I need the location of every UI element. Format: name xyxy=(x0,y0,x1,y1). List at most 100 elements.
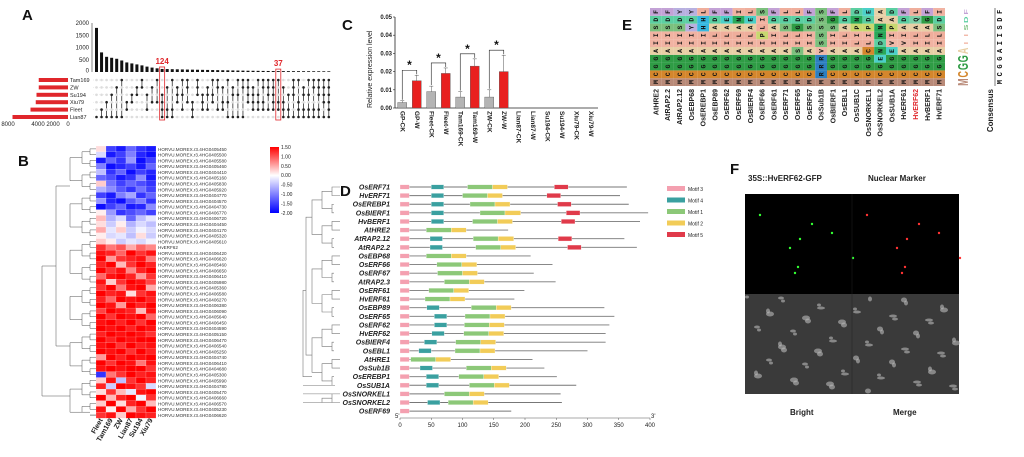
residue-letter: G xyxy=(830,18,837,22)
residue-letter: A xyxy=(724,25,731,29)
intersection-bar xyxy=(95,27,98,72)
matrix-dot xyxy=(221,78,225,82)
nuclear-signal xyxy=(900,271,904,275)
residue-cell xyxy=(933,54,945,63)
motif-box xyxy=(410,356,436,362)
heatmap-cell xyxy=(115,255,127,263)
colorbar-tick-label: -1.00 xyxy=(281,192,293,198)
cell-texture xyxy=(877,373,881,377)
residue-cell xyxy=(791,31,804,40)
matrix-dot xyxy=(145,86,149,89)
gene-name: OsERF65 xyxy=(359,314,390,321)
residue-letter: G xyxy=(759,57,766,61)
residue-letter: M xyxy=(724,80,731,84)
gene-label: HORVU.MOREX.r3.4HG0406580 xyxy=(158,291,227,296)
residue-letter: L xyxy=(854,41,861,45)
heatmap-cell xyxy=(95,296,107,303)
residue-cell xyxy=(791,8,804,16)
matrix-dot xyxy=(287,93,290,97)
highlight-gene-name: HvERF62 xyxy=(359,331,390,338)
residue-cell xyxy=(779,15,792,24)
residue-letter: L xyxy=(842,33,849,37)
matrix-dot xyxy=(307,86,310,89)
matrix-dot xyxy=(140,78,144,82)
motif-box xyxy=(455,339,481,345)
motif-box xyxy=(451,253,467,259)
intersection-bar xyxy=(115,58,119,72)
residue-letter: M xyxy=(712,80,719,84)
residue-cell xyxy=(673,47,686,55)
sequence-name: AtHRE2 xyxy=(653,89,660,115)
gfp-signal xyxy=(796,265,800,269)
heatmap-cell xyxy=(135,232,147,239)
heatmap-cell xyxy=(95,388,107,396)
residue-letter: G xyxy=(889,64,896,68)
heatmap-cell xyxy=(125,145,137,153)
heatmap-cell xyxy=(105,319,117,326)
motif-box xyxy=(399,201,410,207)
residue-cell xyxy=(921,15,934,24)
heatmap-cell xyxy=(105,336,117,344)
gene-label: HORVU.MOREX.r3.4HG0406420 xyxy=(158,251,227,256)
residue-cell xyxy=(909,31,922,40)
gene-label: HORVU.MOREX.r3.4HG0404730 xyxy=(158,205,227,210)
residue-letter: M xyxy=(901,80,908,84)
sequence-name: OsSub1B xyxy=(819,89,826,121)
residue-cell xyxy=(850,8,863,16)
matrix-dot xyxy=(312,86,315,89)
residue-letter: F xyxy=(653,10,660,14)
heatmap-cell xyxy=(135,360,147,367)
gene-name: HvBERF1 xyxy=(358,219,390,226)
gene-label: HORVU.MOREX.r3.4HG0404740 xyxy=(158,355,227,360)
matrix-dot xyxy=(292,115,295,119)
sequence-name: OsSNORKEL1 xyxy=(866,89,873,137)
residue-cell xyxy=(673,78,686,86)
heatmap-cell xyxy=(125,151,137,158)
residue-cell xyxy=(838,78,851,86)
matrix-dot xyxy=(115,78,118,82)
residue-cell xyxy=(650,23,662,32)
residue-letter: L xyxy=(712,33,719,37)
matrix-dot xyxy=(176,100,179,104)
x-tick-label: GP-CK xyxy=(398,111,405,132)
matrix-dot xyxy=(196,108,199,111)
motif-box xyxy=(399,227,410,233)
residue-cell xyxy=(732,78,745,86)
residue-letter: A xyxy=(901,49,908,53)
matrix-dot xyxy=(165,100,169,104)
residue-cell xyxy=(933,39,945,47)
residue-letter: G xyxy=(712,57,719,61)
heatmap-cell xyxy=(135,209,147,216)
residue-letter: I xyxy=(913,41,920,45)
motif-box xyxy=(431,184,444,190)
matrix-dot xyxy=(201,100,204,104)
residue-cell xyxy=(720,47,733,55)
residue-letter: G xyxy=(842,64,849,68)
matrix-dot xyxy=(307,108,310,111)
heatmap-cell xyxy=(95,354,107,361)
heatmap-cell xyxy=(145,279,157,286)
residue-cell xyxy=(661,47,674,55)
residue-letter: I xyxy=(936,41,943,45)
heatmap-cell xyxy=(95,383,107,390)
set-name: Tam169 xyxy=(70,78,90,84)
heatmap-cell xyxy=(115,319,127,326)
matrix-dot xyxy=(125,100,129,104)
heatmap-cell xyxy=(145,180,157,187)
residue-cell xyxy=(886,47,898,55)
heatmap-cell xyxy=(125,331,137,338)
residue-cell xyxy=(815,47,827,55)
colorbar-tick-label: 0.00 xyxy=(281,173,291,179)
residue-letter: D xyxy=(877,41,884,45)
matrix-dot xyxy=(246,100,250,104)
residue-letter: C xyxy=(877,72,884,76)
sequence-name: OsSNORKEL2 xyxy=(878,89,885,137)
motif-box xyxy=(475,244,501,250)
matrix-dot xyxy=(221,108,225,111)
residue-letter: G xyxy=(700,64,707,68)
matrix-dot xyxy=(115,93,118,97)
matrix-dot xyxy=(266,86,270,89)
residue-letter: G xyxy=(936,57,943,61)
residue-letter: M xyxy=(771,80,778,84)
residue-cell xyxy=(791,62,804,71)
